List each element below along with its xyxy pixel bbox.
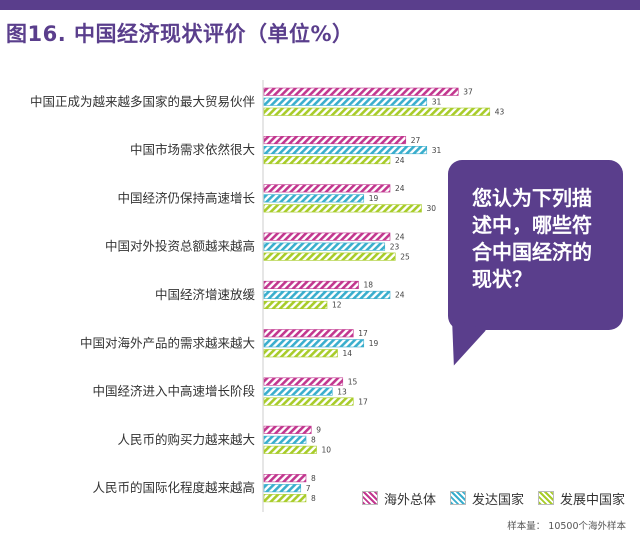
bar-value-label: 24 (395, 156, 405, 165)
bar-value-label: 31 (432, 146, 442, 155)
bar-overseas (263, 232, 391, 241)
bar-overseas (263, 87, 459, 96)
bar-value-label: 43 (495, 108, 505, 117)
legend-swatch-overseas (362, 491, 378, 505)
bar-value-label: 19 (369, 194, 379, 203)
bar-developing (263, 204, 422, 213)
bar-value-label: 27 (411, 136, 421, 145)
bar-developing (263, 445, 317, 454)
bar-developing (263, 397, 354, 406)
category-label: 中国经济增速放缓 (155, 287, 256, 302)
bar-overseas (263, 184, 391, 193)
bar-value-label: 8 (311, 494, 316, 503)
category-label: 中国经济进入中高速增长阶段 (92, 384, 255, 399)
category-label: 中国正成为越来越多国家的最大贸易伙伴 (30, 94, 256, 109)
chart-title: 图16. 中国经济现状评价（单位%） (6, 22, 354, 46)
bar-developed (263, 484, 302, 493)
bar-value-label: 24 (395, 184, 405, 193)
category-label: 人民币的购买力越来越大 (117, 432, 255, 447)
bar-value-label: 19 (369, 339, 379, 348)
bar-overseas (263, 474, 307, 483)
bar-value-label: 9 (316, 426, 321, 435)
bar-developing (263, 252, 396, 261)
sample-size-note: 样本量： 10500个海外样本 (507, 521, 626, 532)
bar-value-label: 31 (432, 98, 442, 107)
bar-value-label: 17 (358, 329, 368, 338)
bar-value-label: 15 (348, 377, 358, 386)
bar-value-label: 24 (395, 232, 405, 241)
bar-value-label: 25 (400, 252, 410, 261)
bar-value-label: 8 (311, 474, 316, 483)
bar-overseas (263, 425, 312, 434)
bar-value-label: 17 (358, 397, 368, 406)
bar-developing (263, 494, 307, 503)
bar-developed (263, 339, 365, 348)
bar-overseas (263, 136, 407, 145)
bar-developed (263, 242, 386, 251)
bar-value-label: 7 (306, 484, 311, 493)
bar-developing (263, 300, 328, 310)
legend-item-developing: 发展中国家 (538, 489, 625, 508)
bar-overseas (263, 377, 344, 386)
bar-developed (263, 290, 391, 300)
category-label: 中国对外投资总额越来越高 (105, 239, 255, 254)
bar-developing (263, 107, 491, 116)
legend-swatch-developing (538, 491, 555, 505)
category-label: 中国对海外产品的需求越来越大 (80, 335, 255, 350)
bar-value-label: 8 (311, 436, 316, 445)
legend-swatch-developed (450, 491, 467, 505)
bar-value-label: 10 (322, 446, 332, 455)
bar-overseas (263, 280, 359, 290)
bar-value-label: 37 (463, 88, 473, 97)
legend-item-overseas: 海外总体 (362, 489, 436, 508)
question-bubble: 您认为下列描 述中，哪些符 合中国经济的 现状？ (448, 160, 623, 330)
bar-developed (263, 387, 333, 396)
chart-legend: 海外总体 发达国家 发展中国家 (362, 486, 633, 510)
bar-value-label: 14 (343, 349, 353, 358)
legend-label-developing: 发展中国家 (560, 492, 626, 508)
category-label: 人民币的国际化程度越来越高 (92, 480, 255, 495)
bar-developed (263, 97, 428, 106)
bar-value-label: 12 (332, 301, 342, 310)
bar-value-label: 30 (427, 204, 437, 213)
bar-value-label: 24 (395, 291, 405, 300)
bar-developed (263, 194, 365, 203)
bar-developed (263, 435, 307, 444)
bar-overseas (263, 329, 354, 338)
category-label: 中国经济仍保持高速增长 (117, 190, 255, 205)
bar-value-label: 13 (337, 387, 347, 396)
category-label: 中国市场需求依然很大 (130, 142, 255, 157)
legend-item-developed: 发达国家 (450, 489, 524, 508)
bar-developing (263, 349, 338, 358)
bar-developing (263, 156, 391, 165)
top-accent-bar (0, 0, 640, 10)
bar-value-label: 23 (390, 242, 400, 251)
bar-developed (263, 146, 428, 155)
legend-label-developed: 发达国家 (472, 492, 525, 508)
bar-value-label: 18 (364, 281, 374, 290)
legend-label-overseas: 海外总体 (384, 492, 437, 508)
